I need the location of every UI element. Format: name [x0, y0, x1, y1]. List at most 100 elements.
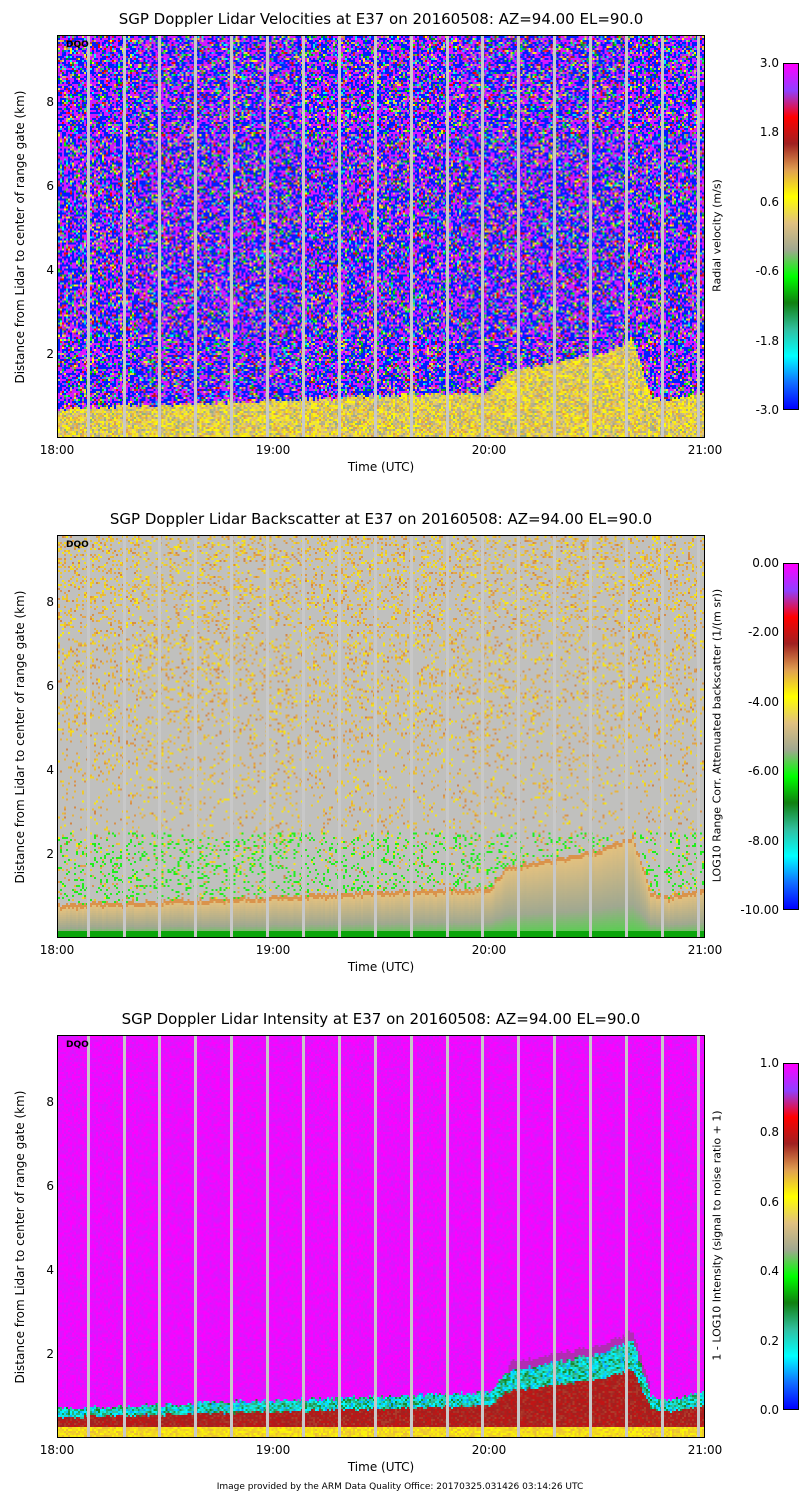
data-gap-line [445, 36, 449, 437]
colorbar-tick-label: -0.6 [755, 264, 779, 279]
y-axis-label: Distance from Lidar to center of range g… [13, 590, 27, 884]
colorbar-tick-label: -3.0 [755, 403, 779, 417]
x-tick-label: 18:00 [39, 1443, 75, 1457]
data-gap-line [409, 36, 413, 437]
chart-title: SGP Doppler Lidar Backscatter at E37 on … [109, 510, 653, 528]
data-gap-line [230, 1036, 234, 1437]
data-gap-line [660, 1036, 664, 1437]
data-gap-line [589, 1036, 593, 1437]
x-axis-label: Time (UTC) [347, 960, 415, 974]
data-gap-line [194, 536, 198, 937]
y-tick-label: 4 [46, 263, 54, 277]
data-gap-line [302, 1036, 306, 1437]
data-gap-line [86, 36, 90, 437]
colorbar-tick-label: -10.00 [740, 903, 779, 917]
data-gap-line [517, 536, 521, 937]
data-gap-line [445, 536, 449, 937]
y-tick-label: 6 [46, 1179, 54, 1193]
x-axis-label: Time (UTC) [347, 1460, 415, 1474]
data-gap-line [158, 1036, 162, 1437]
data-gap-line [158, 36, 162, 437]
data-gap-line [337, 36, 341, 437]
chart-title: SGP Doppler Lidar Intensity at E37 on 20… [121, 1010, 641, 1028]
y-tick-label: 8 [46, 595, 54, 609]
data-gap-line [553, 36, 557, 437]
data-gap-line [373, 536, 377, 937]
dqo-label: DQO [66, 1040, 89, 1050]
data-gap-line [266, 536, 270, 937]
colorbar-tick-label: -6.00 [747, 764, 779, 779]
x-tick-label: 21:00 [687, 943, 723, 957]
colorbar-tick-label: 3.0 [759, 56, 779, 70]
chart-panel-velocity: SGP Doppler Lidar Velocities at E37 on 2… [0, 0, 800, 500]
heatmap-plot-area: DQO [57, 1035, 705, 1438]
data-gap-line [625, 36, 629, 437]
chart-panel-backscatter: SGP Doppler Lidar Backscatter at E37 on … [0, 500, 800, 1000]
footer-credit: Image provided by the ARM Data Quality O… [216, 1482, 584, 1492]
y-tick-label: 8 [46, 95, 54, 109]
data-gap-line [158, 536, 162, 937]
heatmap-plot-area: DQO [57, 35, 705, 438]
y-tick-label: 4 [46, 763, 54, 777]
data-gap-line [266, 36, 270, 437]
colorbar-tick-label: 0.6 [759, 194, 779, 209]
data-gap-line [409, 1036, 413, 1437]
x-tick-label: 18:00 [39, 943, 75, 957]
colorbar-label: LOG10 Range Corr. Attenuated backscatter… [710, 588, 724, 883]
data-gap-line [696, 36, 700, 437]
data-gap-line [337, 1036, 341, 1437]
data-gap-line [266, 1036, 270, 1437]
chart-panel-intensity: SGP Doppler Lidar Intensity at E37 on 20… [0, 1000, 800, 1500]
data-gap-line [625, 536, 629, 937]
data-gap-line [481, 1036, 485, 1437]
data-gap-line [660, 36, 664, 437]
data-gap-line [696, 1036, 700, 1437]
data-gap-line [481, 36, 485, 437]
heatmap-canvas [58, 536, 704, 937]
colorbar-tick-label: 1.8 [759, 125, 779, 140]
y-tick-label: 2 [46, 347, 54, 361]
x-tick-label: 19:00 [255, 1443, 291, 1457]
x-tick-label: 19:00 [255, 443, 291, 457]
data-gap-line [86, 1036, 90, 1437]
data-gap-line [122, 536, 126, 937]
y-axis-label: Distance from Lidar to center of range g… [13, 1090, 27, 1384]
colorbar [783, 563, 799, 910]
data-gap-line [194, 1036, 198, 1437]
colorbar-tick-label: 1.0 [759, 1056, 779, 1070]
x-tick-label: 20:00 [471, 1443, 507, 1457]
heatmap-canvas [58, 1036, 704, 1437]
x-tick-label: 20:00 [471, 443, 507, 457]
y-tick-label: 2 [46, 847, 54, 861]
x-tick-label: 19:00 [255, 943, 291, 957]
data-gap-line [373, 36, 377, 437]
x-tick-label: 20:00 [471, 943, 507, 957]
data-gap-line [409, 536, 413, 937]
x-tick-label: 21:00 [687, 443, 723, 457]
data-gap-line [302, 36, 306, 437]
colorbar-tick-label: -8.00 [747, 833, 779, 848]
data-gap-line [517, 1036, 521, 1437]
data-gap-line [337, 536, 341, 937]
colorbar-tick-label: 0.0 [759, 1403, 779, 1417]
colorbar-label: Radial velocity (m/s) [710, 179, 724, 292]
data-gap-line [481, 536, 485, 937]
data-gap-line [445, 1036, 449, 1437]
x-axis-label: Time (UTC) [347, 460, 415, 474]
dqo-label: DQO [66, 540, 89, 550]
y-tick-label: 8 [46, 1095, 54, 1109]
data-gap-line [553, 536, 557, 937]
y-tick-label: 2 [46, 1347, 54, 1361]
data-gap-line [230, 36, 234, 437]
data-gap-line [230, 536, 234, 937]
data-gap-line [122, 1036, 126, 1437]
data-gap-line [86, 536, 90, 937]
data-gap-line [589, 36, 593, 437]
chart-title: SGP Doppler Lidar Velocities at E37 on 2… [118, 10, 644, 28]
colorbar-tick-label: 0.2 [759, 1333, 779, 1348]
colorbar-tick-label: 0.00 [752, 556, 779, 570]
data-gap-line [553, 1036, 557, 1437]
heatmap-plot-area: DQO [57, 535, 705, 938]
colorbar-tick-label: -1.8 [755, 333, 779, 348]
data-gap-line [302, 536, 306, 937]
